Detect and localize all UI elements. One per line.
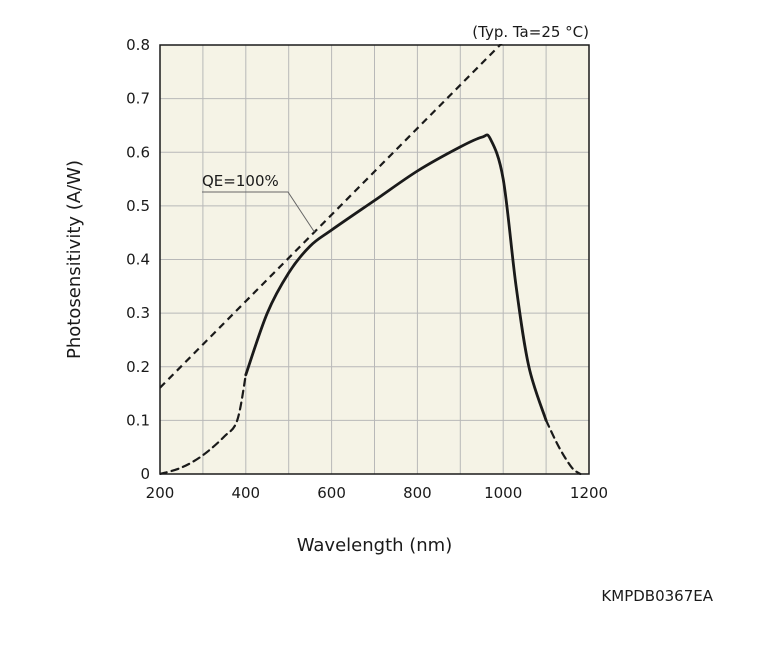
y-tick-label: 0.2 [126,358,150,376]
plot-frame [159,44,590,475]
qe-100-line [160,44,503,389]
grid [160,45,589,474]
x-tick-label: 800 [403,484,432,502]
y-tick-label: 0.7 [126,90,150,108]
qe-annotation-leader [202,191,315,233]
x-axis-ticks: 200 400 600 800 1000 1200 [146,484,608,502]
sensitivity-curve-segment-1 [160,373,247,475]
figure-code: KMPDB0367EA [601,587,713,605]
x-tick-label: 1200 [570,484,608,502]
y-tick-label: 0.1 [126,411,150,429]
x-tick-label: 400 [231,484,260,502]
sensitivity-curve-segment-3 [545,419,582,475]
y-tick-label: 0.5 [126,197,150,215]
y-tick-label: 0.4 [126,251,150,269]
y-tick-label: 0 [140,465,150,483]
x-tick-label: 600 [317,484,346,502]
series-group [160,44,582,475]
condition-label: (Typ. Ta=25 °C) [472,23,589,41]
sensitivity-curve-segment-2 [244,133,548,422]
qe-annotation: QE=100% [202,172,279,190]
x-tick-label: 200 [146,484,175,502]
y-tick-label: 0.3 [126,304,150,322]
y-tick-label: 0.8 [126,36,150,54]
y-axis-label: Photosensitivity (A/W) [64,160,85,359]
y-tick-label: 0.6 [126,143,150,161]
x-axis-label: Wavelength (nm) [297,535,453,556]
x-tick-label: 1000 [484,484,522,502]
y-axis-ticks: 0 0.1 0.2 0.3 0.4 0.5 0.6 0.7 0.8 [126,36,150,483]
